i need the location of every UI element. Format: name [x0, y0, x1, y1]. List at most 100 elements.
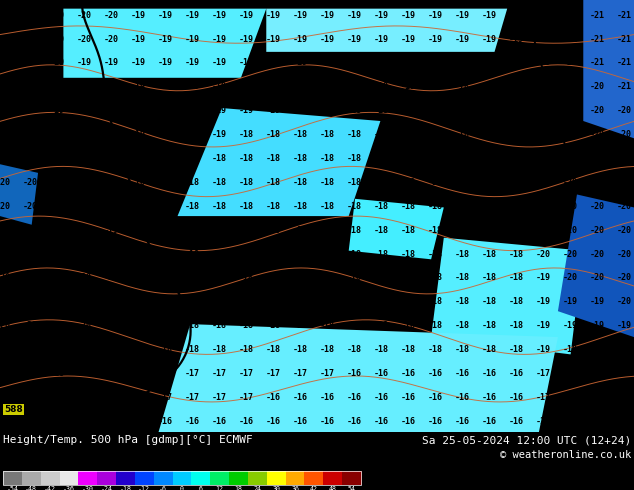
Text: -17: -17: [293, 369, 308, 378]
Text: -20: -20: [590, 130, 605, 139]
Text: -20: -20: [49, 345, 65, 354]
Text: -20: -20: [49, 202, 65, 211]
Text: -20: -20: [536, 58, 551, 68]
Text: -20: -20: [23, 226, 37, 235]
Text: -19: -19: [374, 58, 389, 68]
Text: -19: -19: [77, 130, 92, 139]
Text: -18: -18: [320, 321, 335, 330]
Bar: [3, 471, 361, 485]
Text: -18: -18: [374, 321, 389, 330]
Text: 36: 36: [291, 486, 299, 490]
Text: -18: -18: [239, 130, 254, 139]
Text: -19: -19: [184, 58, 200, 68]
Text: -18: -18: [266, 321, 281, 330]
Text: -18: -18: [0, 393, 11, 402]
Text: -18: -18: [482, 321, 497, 330]
Text: -19: -19: [49, 106, 65, 115]
Text: -19: -19: [104, 82, 119, 91]
Text: -18: -18: [131, 249, 146, 259]
Text: -20: -20: [0, 34, 11, 44]
Text: -17: -17: [212, 369, 227, 378]
Text: -18: -18: [401, 178, 416, 187]
Text: -18: -18: [347, 345, 362, 354]
Text: -18: -18: [590, 393, 605, 402]
Text: -19: -19: [509, 34, 524, 44]
Text: -17: -17: [131, 369, 146, 378]
Text: -19: -19: [320, 58, 335, 68]
Text: -19: -19: [428, 34, 443, 44]
Text: -18: -18: [184, 273, 200, 283]
Text: -18: -18: [131, 226, 146, 235]
Polygon shape: [158, 324, 558, 432]
Text: -19: -19: [158, 130, 172, 139]
Text: -18: -18: [131, 273, 146, 283]
Text: -18: -18: [509, 82, 524, 91]
Text: -18: -18: [131, 154, 146, 163]
Text: -18: -18: [23, 417, 37, 426]
Text: -20: -20: [23, 345, 37, 354]
Text: -18: -18: [482, 345, 497, 354]
Text: -18: -18: [347, 226, 362, 235]
Text: -18: -18: [158, 273, 172, 283]
Text: -16: -16: [347, 369, 362, 378]
Text: -19: -19: [374, 82, 389, 91]
Text: -6: -6: [159, 486, 167, 490]
Polygon shape: [583, 0, 634, 138]
Text: -18: -18: [266, 226, 281, 235]
Text: -20: -20: [0, 321, 11, 330]
Text: -19: -19: [184, 34, 200, 44]
Text: -16: -16: [428, 369, 443, 378]
Text: -19: -19: [401, 58, 416, 68]
Text: -18: -18: [509, 249, 524, 259]
Text: -18: -18: [482, 202, 497, 211]
Text: -16: -16: [455, 417, 470, 426]
Text: -18: -18: [49, 393, 65, 402]
Text: -54: -54: [6, 486, 18, 490]
Text: -18: -18: [455, 130, 470, 139]
Bar: [304, 471, 324, 485]
Text: -19: -19: [401, 11, 416, 20]
Text: -19: -19: [104, 273, 119, 283]
Text: -18: -18: [374, 273, 389, 283]
Text: -20: -20: [617, 154, 632, 163]
Text: -18: -18: [320, 226, 335, 235]
Text: -19: -19: [158, 11, 172, 20]
Text: -16: -16: [509, 393, 524, 402]
Text: -19: -19: [266, 58, 281, 68]
Text: -18: -18: [184, 249, 200, 259]
Text: -18: -18: [428, 82, 443, 91]
Text: -18: -18: [77, 393, 92, 402]
Text: -18: -18: [131, 321, 146, 330]
Text: -18: -18: [401, 297, 416, 306]
Text: -18: -18: [455, 297, 470, 306]
Text: -18: -18: [428, 321, 443, 330]
Bar: [97, 471, 117, 485]
Text: -18: -18: [482, 106, 497, 115]
Text: -18: -18: [158, 297, 172, 306]
Text: -16: -16: [266, 417, 281, 426]
Text: -20: -20: [23, 178, 37, 187]
Text: -20: -20: [617, 273, 632, 283]
Text: -19: -19: [77, 106, 92, 115]
Text: -20: -20: [536, 154, 551, 163]
Text: -18: -18: [455, 321, 470, 330]
Text: -21: -21: [617, 58, 632, 68]
Polygon shape: [178, 108, 380, 216]
Text: -19: -19: [590, 321, 605, 330]
Text: -18: -18: [428, 345, 443, 354]
Text: -18: -18: [266, 154, 281, 163]
Text: -18: -18: [617, 393, 632, 402]
Text: -20: -20: [590, 82, 605, 91]
Text: -18: -18: [293, 321, 308, 330]
Text: -18: -18: [401, 226, 416, 235]
Bar: [286, 471, 305, 485]
Text: -20: -20: [536, 82, 551, 91]
Text: -19: -19: [536, 321, 551, 330]
Text: -20: -20: [563, 130, 578, 139]
Text: -18: -18: [131, 345, 146, 354]
Text: -20: -20: [563, 273, 578, 283]
Text: -20: -20: [0, 297, 11, 306]
Text: -18: -18: [347, 178, 362, 187]
Text: -18: -18: [320, 106, 335, 115]
Text: -21: -21: [617, 82, 632, 91]
